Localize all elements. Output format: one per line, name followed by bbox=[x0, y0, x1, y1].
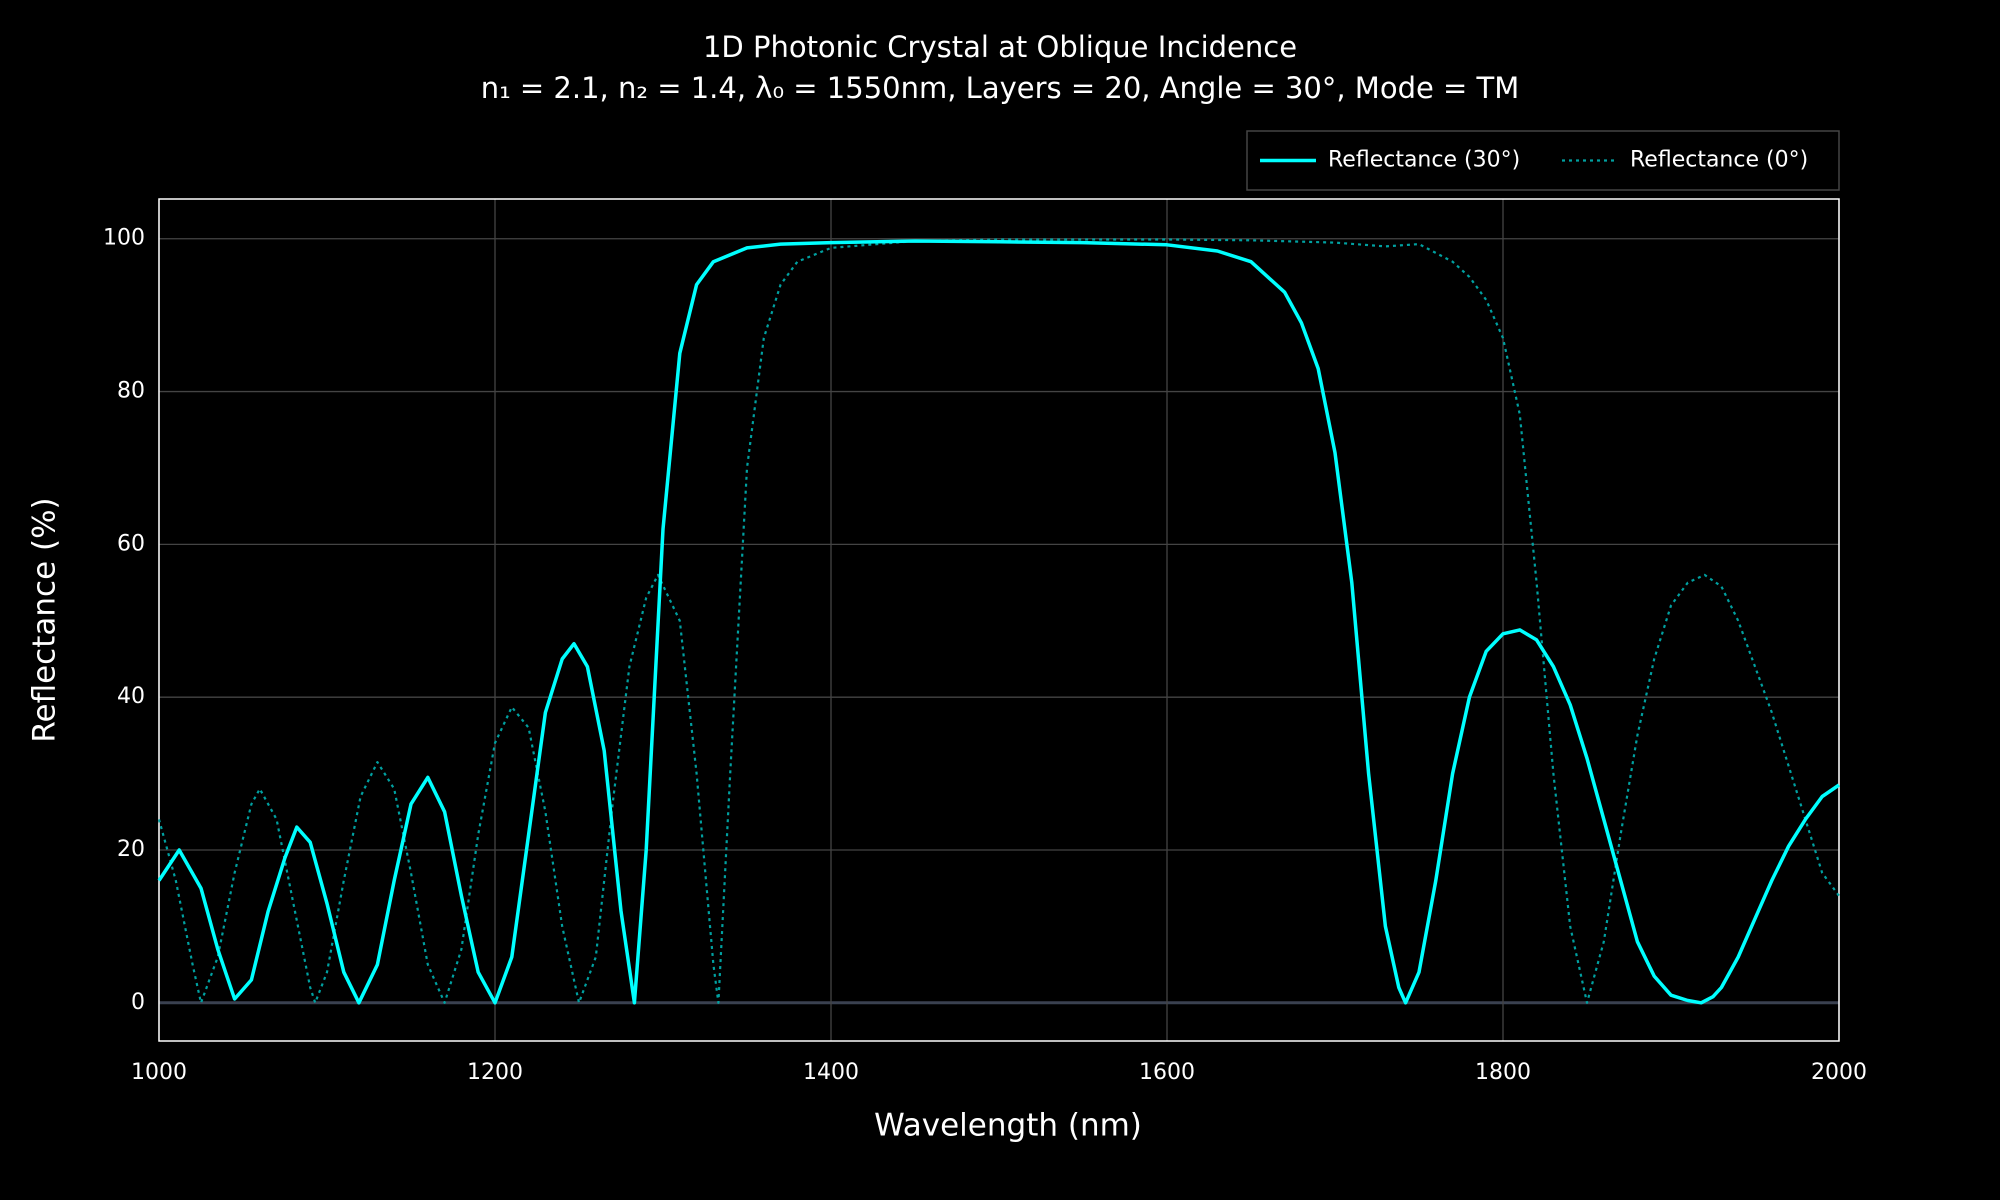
y-tick-label: 40 bbox=[117, 684, 145, 709]
y-tick-label: 80 bbox=[117, 379, 145, 404]
chart-subtitle: n₁ = 2.1, n₂ = 1.4, λ₀ = 1550nm, Layers … bbox=[481, 71, 1520, 105]
x-tick-label: 1200 bbox=[467, 1060, 523, 1085]
series-line bbox=[157, 239, 1840, 1005]
plot-border bbox=[158, 198, 1840, 1042]
y-tick-label: 60 bbox=[117, 531, 145, 556]
legend-label: Reflectance (30°) bbox=[1328, 148, 1520, 173]
x-axis-title: Wavelength (nm) bbox=[874, 1108, 1142, 1144]
x-tick-label: 1400 bbox=[803, 1060, 859, 1085]
legend-label: Reflectance (0°) bbox=[1630, 148, 1808, 173]
y-tick-label: 20 bbox=[117, 837, 145, 862]
y-axis-title: Reflectance (%) bbox=[27, 497, 63, 742]
x-tick-label: 2000 bbox=[1811, 1060, 1867, 1085]
x-tick-label: 1000 bbox=[131, 1060, 187, 1085]
x-tick-label: 1600 bbox=[1139, 1060, 1195, 1085]
y-tick-label: 100 bbox=[103, 226, 145, 251]
y-tick-label: 0 bbox=[131, 990, 145, 1015]
chart-title: 1D Photonic Crystal at Oblique Incidence bbox=[703, 30, 1297, 64]
legend-box bbox=[1246, 130, 1840, 191]
series-line bbox=[157, 238, 1840, 1004]
x-tick-label: 1800 bbox=[1475, 1060, 1531, 1085]
